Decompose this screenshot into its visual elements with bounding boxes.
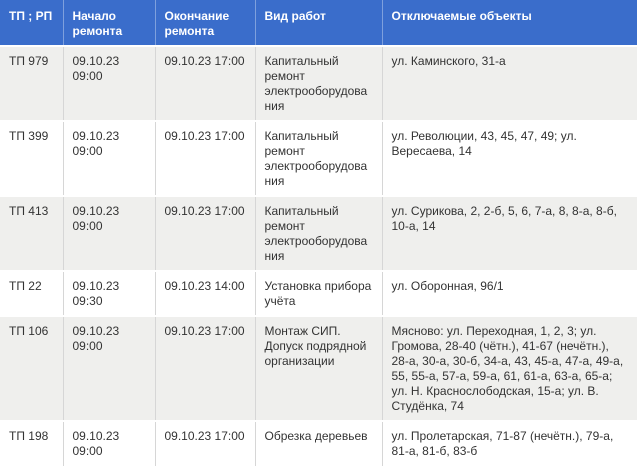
- cell-start: 09.10.23 09:00: [63, 121, 156, 197]
- table-row: ТП 22 09.10.23 09:30 09.10.23 14:00 Уста…: [0, 271, 637, 317]
- table-row: ТП 413 09.10.23 09:00 09.10.23 17:00 Кап…: [0, 196, 637, 272]
- cell-objects: ул. Сурикова, 2, 2-б, 5, 6, 7-а, 8, 8-а,…: [382, 196, 637, 272]
- cell-start: 09.10.23 09:30: [63, 271, 156, 317]
- cell-work: Капитальный ремонт электрооборудования: [255, 121, 383, 197]
- cell-start: 09.10.23 09:00: [63, 196, 156, 272]
- cell-end: 09.10.23 17:00: [155, 46, 256, 122]
- cell-end: 09.10.23 17:00: [155, 196, 256, 272]
- cell-tp: ТП 106: [0, 316, 64, 422]
- column-header-work: Вид работ: [255, 0, 383, 47]
- cell-tp: ТП 399: [0, 121, 64, 197]
- table-body: ТП 979 09.10.23 09:00 09.10.23 17:00 Кап…: [0, 46, 637, 468]
- table-row: ТП 106 09.10.23 09:00 09.10.23 17:00 Мон…: [0, 316, 637, 422]
- cell-end: 09.10.23 17:00: [155, 121, 256, 197]
- cell-work: Установка прибора учёта: [255, 271, 383, 317]
- header-row: ТП ; РП Начало ремонта Окончание ремонта…: [0, 0, 637, 47]
- table-header: ТП ; РП Начало ремонта Окончание ремонта…: [0, 0, 637, 47]
- cell-work: Капитальный ремонт электрооборудования: [255, 196, 383, 272]
- cell-objects: ул. Революции, 43, 45, 47, 49; ул. Верес…: [382, 121, 637, 197]
- cell-objects: ул. Каминского, 31-а: [382, 46, 637, 122]
- cell-objects: Мясново: ул. Переходная, 1, 2, 3; ул. Гр…: [382, 316, 637, 422]
- column-header-objects: Отключаемые объекты: [382, 0, 637, 47]
- cell-end: 09.10.23 17:00: [155, 316, 256, 422]
- column-header-tp: ТП ; РП: [0, 0, 64, 47]
- cell-work: Монтаж СИП. Допуск подрядной организации: [255, 316, 383, 422]
- cell-tp: ТП 22: [0, 271, 64, 317]
- cell-start: 09.10.23 09:00: [63, 316, 156, 422]
- table-row: ТП 979 09.10.23 09:00 09.10.23 17:00 Кап…: [0, 46, 637, 122]
- table-row: ТП 399 09.10.23 09:00 09.10.23 17:00 Кап…: [0, 121, 637, 197]
- cell-objects: ул. Оборонная, 96/1: [382, 271, 637, 317]
- cell-start: 09.10.23 09:00: [63, 46, 156, 122]
- cell-tp: ТП 979: [0, 46, 64, 122]
- cell-end: 09.10.23 14:00: [155, 271, 256, 317]
- column-header-end: Окончание ремонта: [155, 0, 256, 47]
- cell-work: Капитальный ремонт электрооборудования: [255, 46, 383, 122]
- column-header-start: Начало ремонта: [63, 0, 156, 47]
- cell-tp: ТП 413: [0, 196, 64, 272]
